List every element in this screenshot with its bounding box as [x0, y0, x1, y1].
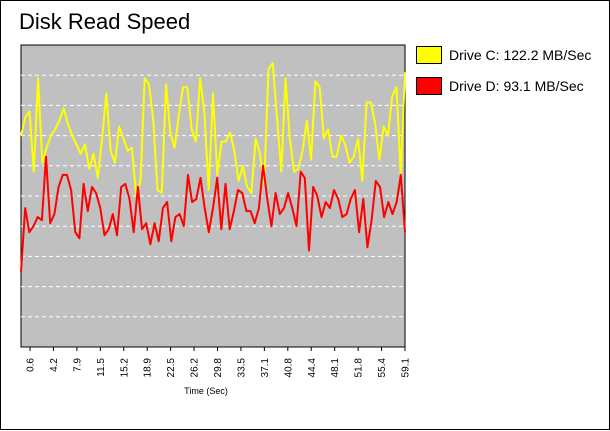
x-tick-label: 55.4 — [377, 358, 388, 378]
x-tick-label: 4.2 — [49, 358, 60, 372]
x-tick-label: 48.1 — [330, 358, 341, 378]
x-tick-label: 29.8 — [213, 358, 224, 378]
legend-swatch-drive-d — [416, 77, 442, 95]
legend-value-drive-c: 122.2 MB/Sec — [503, 47, 592, 63]
x-axis-title: Time (Sec) — [184, 386, 228, 396]
legend-swatch-drive-c — [416, 46, 442, 64]
series-line-drive-c — [20, 62, 406, 197]
x-tick-label: 15.2 — [119, 358, 130, 378]
legend-value-drive-d: 93.1 MB/Sec — [503, 78, 584, 94]
x-tick-label: 26.2 — [190, 358, 201, 378]
x-tick-label: 7.9 — [72, 358, 83, 372]
x-tick-label: 0.6 — [26, 358, 37, 372]
x-tick-label: 44.4 — [307, 358, 318, 378]
legend: Drive C: 122.2 MB/Sec Drive D: 93.1 MB/S… — [416, 45, 591, 107]
x-tick-label: 22.5 — [166, 358, 177, 378]
x-tick-label: 40.8 — [283, 358, 294, 378]
series-line-drive-d — [20, 155, 406, 272]
chart-title: Disk Read Speed — [19, 9, 191, 34]
x-tick-label: 11.5 — [96, 358, 107, 377]
series-lines — [20, 62, 406, 272]
x-tick-label: 51.8 — [354, 358, 365, 378]
legend-item-drive-d: Drive D: 93.1 MB/Sec — [416, 76, 591, 96]
x-tick-label: 59.1 — [401, 358, 412, 378]
x-tick-label: 18.9 — [143, 358, 154, 378]
legend-label-drive-c: Drive C: — [449, 47, 500, 63]
legend-label-drive-d: Drive D: — [449, 78, 500, 94]
legend-item-drive-c: Drive C: 122.2 MB/Sec — [416, 45, 591, 65]
x-tick-label: 33.5 — [236, 358, 247, 378]
x-tick-label: 37.1 — [260, 358, 271, 378]
x-axis-ticks: 0.6 4.2 7.9 11.5 15.2 18.9 22.5 26.2 29.8 33.5 37.… — [26, 347, 412, 377]
